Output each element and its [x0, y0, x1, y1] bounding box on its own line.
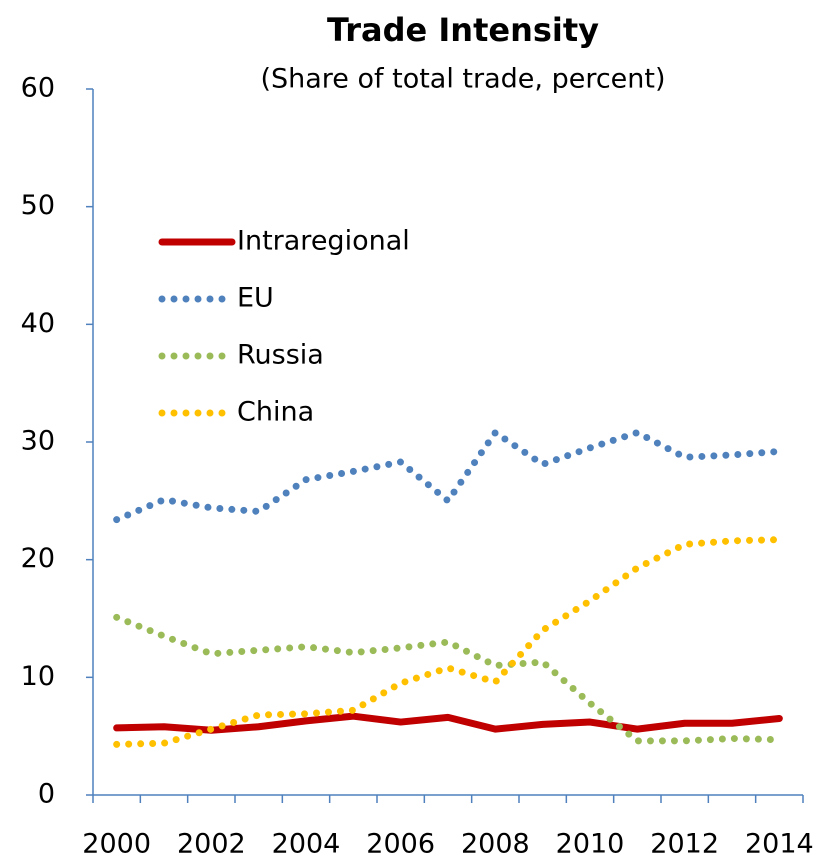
x-tick-label: 2014 [745, 829, 814, 860]
x-tick-label: 2000 [82, 829, 151, 860]
series-line [113, 429, 783, 524]
x-tick-label: 2010 [556, 829, 625, 860]
x-tick-label: 2008 [461, 829, 530, 860]
x-tick-label: 2012 [650, 829, 719, 860]
chart-title: Trade Intensity [327, 11, 599, 49]
series-line [113, 536, 783, 748]
y-tick-label: 60 [21, 73, 55, 104]
x-tick-label: 2006 [366, 829, 435, 860]
legend-label: Intraregional [237, 226, 410, 257]
legend-label: China [237, 397, 314, 428]
y-tick-label: 0 [38, 779, 55, 810]
legend-label: Russia [237, 340, 324, 371]
chart-subtitle: (Share of total trade, percent) [260, 64, 665, 95]
x-tick-label: 2004 [272, 829, 341, 860]
y-tick-label: 30 [21, 426, 55, 457]
y-tick-label: 10 [21, 661, 55, 692]
legend-label: EU [237, 283, 274, 314]
x-tick-label: 2002 [177, 829, 246, 860]
y-tick-label: 40 [21, 308, 55, 339]
y-tick-label: 20 [21, 543, 55, 574]
y-tick-label: 50 [21, 190, 55, 221]
series-line [113, 613, 783, 745]
series-line [113, 712, 783, 734]
